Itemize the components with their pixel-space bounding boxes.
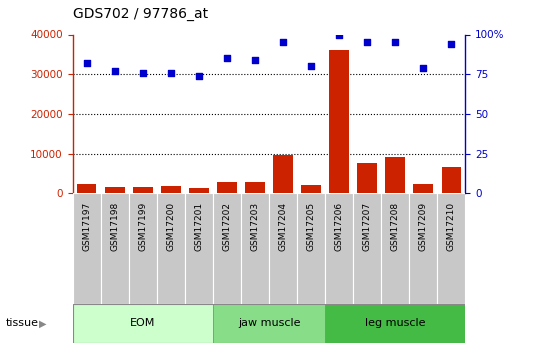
Bar xyxy=(385,157,405,193)
Text: GSM17206: GSM17206 xyxy=(335,202,344,251)
Point xyxy=(363,40,371,45)
Text: ▶: ▶ xyxy=(39,318,46,328)
Point xyxy=(447,41,456,47)
Point xyxy=(82,60,91,66)
Text: GDS702 / 97786_at: GDS702 / 97786_at xyxy=(73,7,208,21)
Text: GSM17200: GSM17200 xyxy=(166,202,175,251)
Bar xyxy=(414,185,433,193)
Point xyxy=(335,32,343,37)
Bar xyxy=(357,164,377,193)
Bar xyxy=(269,193,297,304)
Bar xyxy=(245,182,265,193)
Text: GSM17204: GSM17204 xyxy=(279,202,287,251)
Point xyxy=(251,57,259,63)
Point xyxy=(223,56,231,61)
Text: GSM17205: GSM17205 xyxy=(307,202,316,251)
Bar xyxy=(213,193,241,304)
Bar xyxy=(273,155,293,193)
Bar xyxy=(133,187,153,193)
Text: jaw muscle: jaw muscle xyxy=(238,318,300,328)
Point xyxy=(110,68,119,74)
Bar xyxy=(437,193,465,304)
Bar xyxy=(73,304,213,343)
Bar xyxy=(353,193,381,304)
Bar xyxy=(73,193,101,304)
Bar xyxy=(297,193,325,304)
Bar xyxy=(329,50,349,193)
Point xyxy=(419,65,428,71)
Point xyxy=(195,73,203,79)
Point xyxy=(391,40,400,45)
Bar xyxy=(161,186,181,193)
Text: GSM17203: GSM17203 xyxy=(251,202,259,251)
Bar xyxy=(157,193,185,304)
Text: GSM17199: GSM17199 xyxy=(138,202,147,251)
Bar xyxy=(185,193,213,304)
Bar xyxy=(301,185,321,193)
Bar xyxy=(409,193,437,304)
Bar xyxy=(189,188,209,193)
Point xyxy=(167,70,175,75)
Text: GSM17208: GSM17208 xyxy=(391,202,400,251)
Text: GSM17197: GSM17197 xyxy=(82,202,91,251)
Text: tissue: tissue xyxy=(5,318,38,328)
Text: leg muscle: leg muscle xyxy=(365,318,426,328)
Bar xyxy=(105,187,124,193)
Point xyxy=(279,40,287,45)
Bar xyxy=(217,182,237,193)
Text: GSM17210: GSM17210 xyxy=(447,202,456,251)
Text: GSM17207: GSM17207 xyxy=(363,202,372,251)
Point xyxy=(307,63,315,69)
Bar xyxy=(129,193,157,304)
Bar xyxy=(325,304,465,343)
Bar xyxy=(77,185,96,193)
Bar xyxy=(101,193,129,304)
Text: EOM: EOM xyxy=(130,318,155,328)
Bar xyxy=(241,193,269,304)
Bar xyxy=(213,304,325,343)
Point xyxy=(138,70,147,75)
Bar xyxy=(325,193,353,304)
Text: GSM17201: GSM17201 xyxy=(194,202,203,251)
Bar xyxy=(442,167,461,193)
Text: GSM17209: GSM17209 xyxy=(419,202,428,251)
Text: GSM17198: GSM17198 xyxy=(110,202,119,251)
Bar xyxy=(381,193,409,304)
Text: GSM17202: GSM17202 xyxy=(222,202,231,251)
